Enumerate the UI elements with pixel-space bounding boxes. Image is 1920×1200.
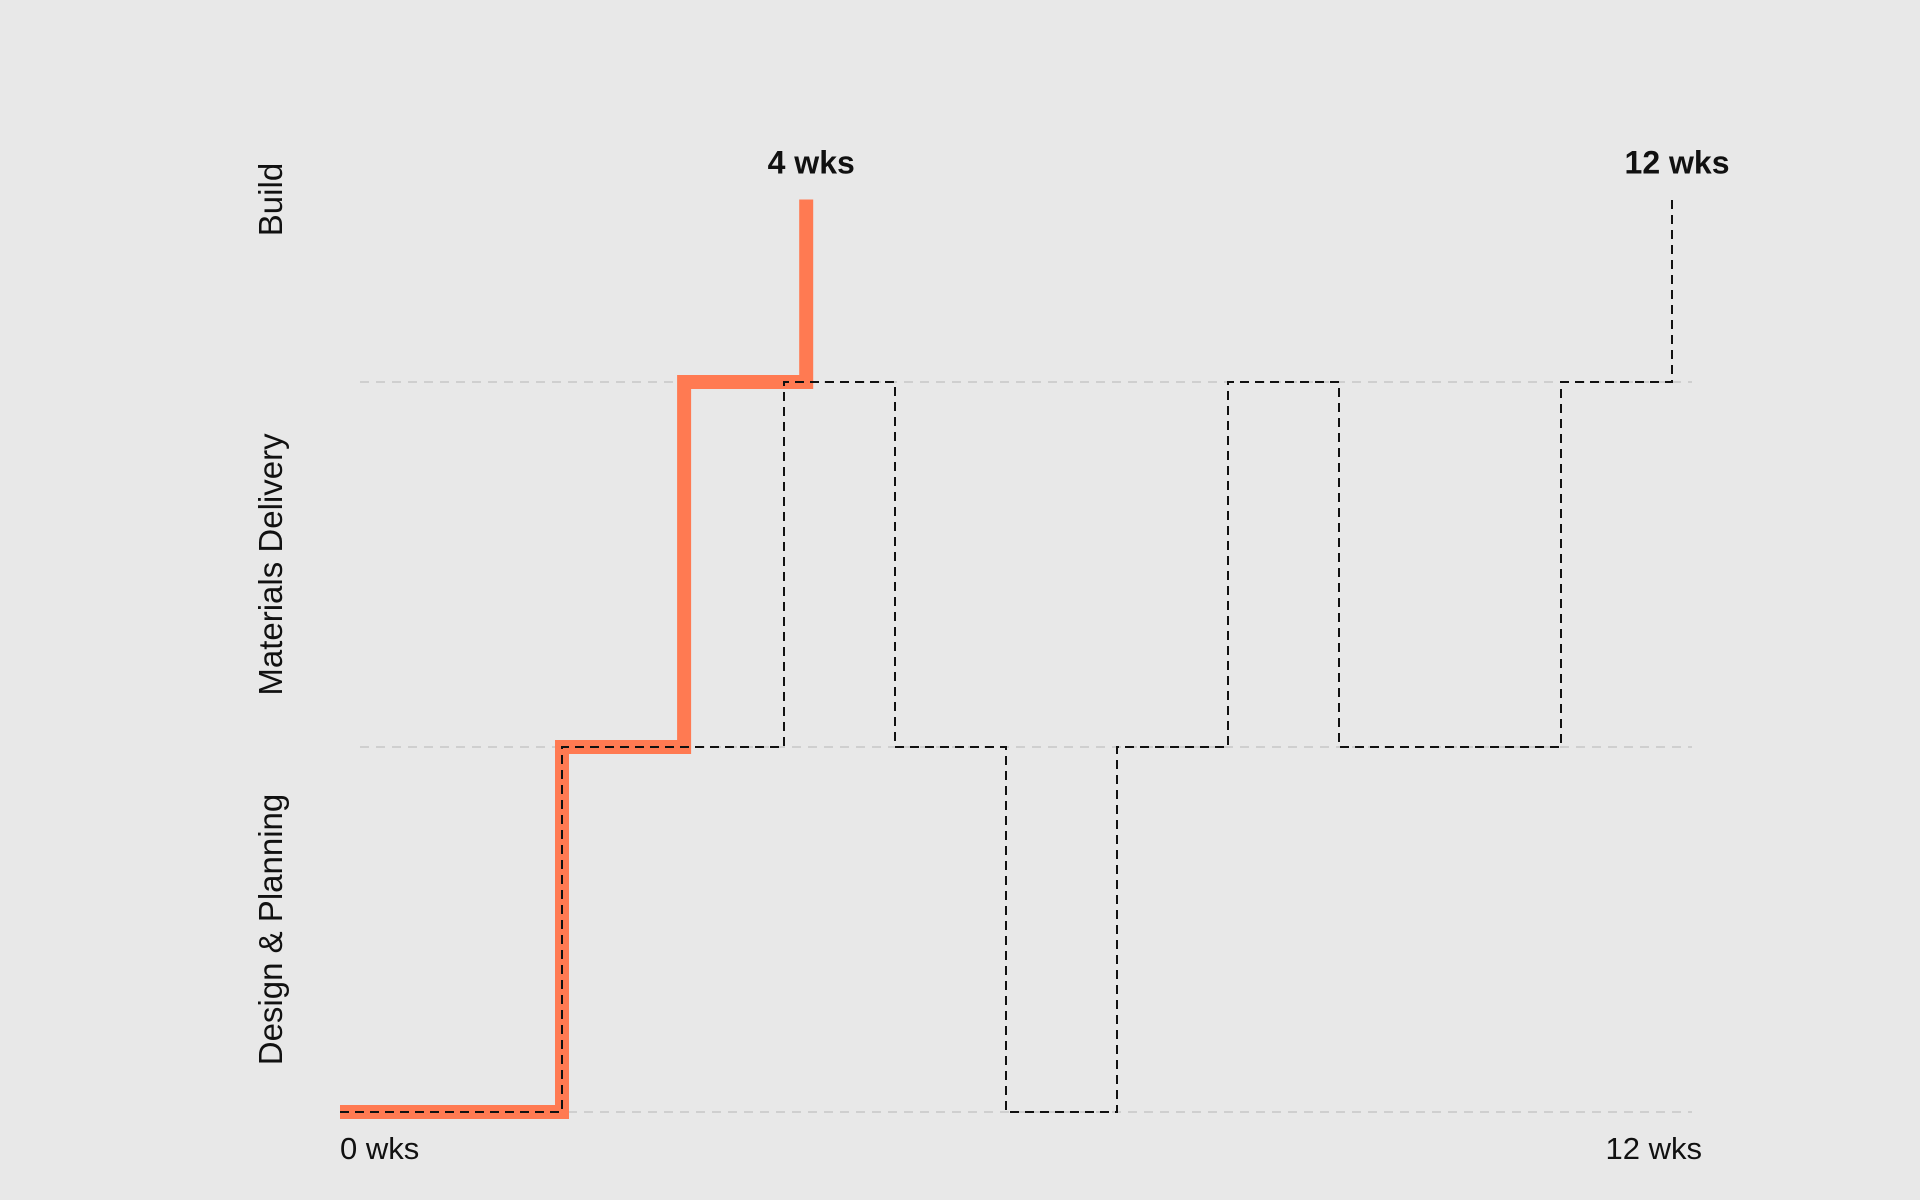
series-end-label-0: 4 wks [768, 145, 855, 181]
lane-labels: Design & Planning Materials Delivery Build [252, 163, 289, 1065]
lane-label-0: Design & Planning [252, 794, 289, 1066]
series-lines [340, 199, 1673, 1119]
x-tick-label-0: 0 wks [340, 1131, 419, 1166]
x-tick-label-1: 12 wks [1606, 1131, 1702, 1166]
lane-label-1: Materials Delivery [252, 433, 289, 696]
lane-label-2: Build [252, 163, 289, 236]
series-line-actual [340, 199, 814, 1119]
grid-lines [360, 381, 1692, 1113]
chart-labels: 4 wks 12 wks 0 wks 12 wks [340, 145, 1729, 1167]
series-end-label-1: 12 wks [1625, 145, 1730, 181]
series-line-planned [340, 199, 1673, 1113]
